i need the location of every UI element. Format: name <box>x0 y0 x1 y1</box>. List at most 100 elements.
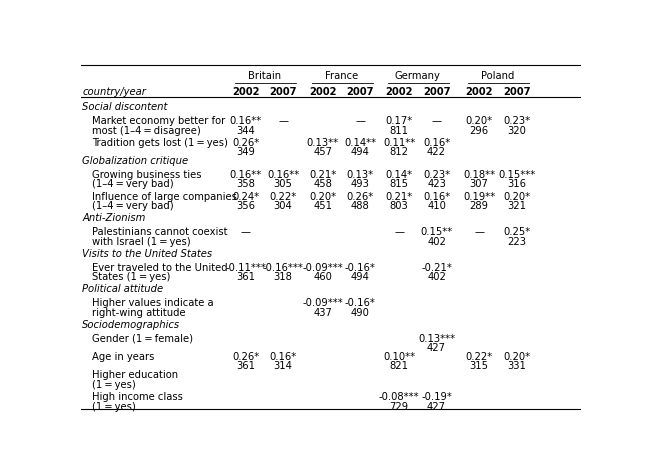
Text: 0.13**: 0.13** <box>306 138 339 148</box>
Text: —: — <box>355 116 365 126</box>
Text: Palestinians cannot coexist: Palestinians cannot coexist <box>92 227 227 237</box>
Text: Anti-Zionism: Anti-Zionism <box>82 213 146 223</box>
Text: 458: 458 <box>313 179 332 189</box>
Text: 321: 321 <box>507 201 526 211</box>
Text: 803: 803 <box>390 201 408 211</box>
Text: 0.22*: 0.22* <box>466 351 493 361</box>
Text: 0.14**: 0.14** <box>344 138 376 148</box>
Text: 812: 812 <box>390 147 408 157</box>
Text: 494: 494 <box>351 272 370 282</box>
Text: 314: 314 <box>273 360 293 370</box>
Text: 0.13***: 0.13*** <box>418 333 455 343</box>
Text: 0.16**: 0.16** <box>230 116 262 126</box>
Text: 2002: 2002 <box>232 87 259 97</box>
Text: 811: 811 <box>390 125 408 135</box>
Text: —: — <box>432 116 442 126</box>
Text: 410: 410 <box>427 201 446 211</box>
Text: 423: 423 <box>427 179 446 189</box>
Text: 0.22*: 0.22* <box>270 191 297 201</box>
Text: 0.16*: 0.16* <box>423 138 450 148</box>
Text: -0.08***: -0.08*** <box>379 391 419 401</box>
Text: 349: 349 <box>236 147 255 157</box>
Text: 2007: 2007 <box>502 87 530 97</box>
Text: —: — <box>278 116 288 126</box>
Text: -0.19*: -0.19* <box>421 391 452 401</box>
Text: 304: 304 <box>273 201 292 211</box>
Text: 451: 451 <box>313 201 332 211</box>
Text: 402: 402 <box>427 272 446 282</box>
Text: 402: 402 <box>427 237 446 247</box>
Text: 427: 427 <box>427 401 446 411</box>
Text: 490: 490 <box>351 307 370 317</box>
Text: 0.23*: 0.23* <box>503 116 530 126</box>
Text: -0.16*: -0.16* <box>344 262 375 272</box>
Text: France: France <box>324 71 358 81</box>
Text: 2002: 2002 <box>309 87 336 97</box>
Text: 2002: 2002 <box>465 87 493 97</box>
Text: -0.16*: -0.16* <box>344 298 375 307</box>
Text: —: — <box>474 227 484 237</box>
Text: 0.21*: 0.21* <box>309 169 336 179</box>
Text: with Israel (1 = yes): with Israel (1 = yes) <box>92 237 190 247</box>
Text: —: — <box>241 227 251 237</box>
Text: Growing business ties: Growing business ties <box>92 169 201 179</box>
Text: 460: 460 <box>313 272 332 282</box>
Text: Tradition gets lost (1 = yes): Tradition gets lost (1 = yes) <box>92 138 228 148</box>
Text: -0.21*: -0.21* <box>421 262 452 272</box>
Text: -0.16***: -0.16*** <box>263 262 304 272</box>
Text: 223: 223 <box>507 237 526 247</box>
Text: 344: 344 <box>236 125 255 135</box>
Text: (1–4 = very bad): (1–4 = very bad) <box>92 201 174 211</box>
Text: 0.17*: 0.17* <box>386 116 413 126</box>
Text: 437: 437 <box>313 307 332 317</box>
Text: 815: 815 <box>390 179 408 189</box>
Text: Higher values indicate a: Higher values indicate a <box>92 298 213 307</box>
Text: 305: 305 <box>273 179 293 189</box>
Text: 0.26*: 0.26* <box>232 351 259 361</box>
Text: 0.18**: 0.18** <box>463 169 495 179</box>
Text: 0.16*: 0.16* <box>270 351 297 361</box>
Text: 2007: 2007 <box>270 87 297 97</box>
Text: 289: 289 <box>470 201 488 211</box>
Text: 331: 331 <box>507 360 526 370</box>
Text: right-wing attitude: right-wing attitude <box>92 307 185 317</box>
Text: Influence of large companies: Influence of large companies <box>92 191 237 201</box>
Text: 0.16**: 0.16** <box>230 169 262 179</box>
Text: Gender (1 = female): Gender (1 = female) <box>92 333 193 343</box>
Text: 0.20*: 0.20* <box>309 191 336 201</box>
Text: 2007: 2007 <box>346 87 374 97</box>
Text: Age in years: Age in years <box>92 351 154 361</box>
Text: 422: 422 <box>427 147 446 157</box>
Text: (1 = yes): (1 = yes) <box>92 379 135 389</box>
Text: most (1–4 = disagree): most (1–4 = disagree) <box>92 125 201 135</box>
Text: —: — <box>394 227 404 237</box>
Text: 0.13*: 0.13* <box>346 169 373 179</box>
Text: 0.24*: 0.24* <box>232 191 259 201</box>
Text: 0.21*: 0.21* <box>386 191 413 201</box>
Text: 318: 318 <box>273 272 293 282</box>
Text: 358: 358 <box>236 179 255 189</box>
Text: Higher education: Higher education <box>92 369 178 379</box>
Text: 0.19**: 0.19** <box>463 191 495 201</box>
Text: Sociodemographics: Sociodemographics <box>82 319 180 329</box>
Text: 0.15**: 0.15** <box>421 227 453 237</box>
Text: 0.26*: 0.26* <box>232 138 259 148</box>
Text: 0.16**: 0.16** <box>267 169 299 179</box>
Text: 307: 307 <box>470 179 488 189</box>
Text: States (1 = yes): States (1 = yes) <box>92 272 170 282</box>
Text: 0.20*: 0.20* <box>466 116 493 126</box>
Text: 0.20*: 0.20* <box>503 191 530 201</box>
Text: Visits to the United States: Visits to the United States <box>82 248 212 258</box>
Text: 0.10**: 0.10** <box>383 351 415 361</box>
Text: -0.09***: -0.09*** <box>303 298 343 307</box>
Text: country/year: country/year <box>82 87 146 97</box>
Text: 457: 457 <box>313 147 332 157</box>
Text: High income class: High income class <box>92 391 183 401</box>
Text: 361: 361 <box>236 272 255 282</box>
Text: 427: 427 <box>427 342 446 352</box>
Text: 821: 821 <box>390 360 408 370</box>
Text: (1 = yes): (1 = yes) <box>92 401 135 411</box>
Text: 316: 316 <box>507 179 526 189</box>
Text: (1–4 = very bad): (1–4 = very bad) <box>92 179 174 189</box>
Text: 0.20*: 0.20* <box>503 351 530 361</box>
